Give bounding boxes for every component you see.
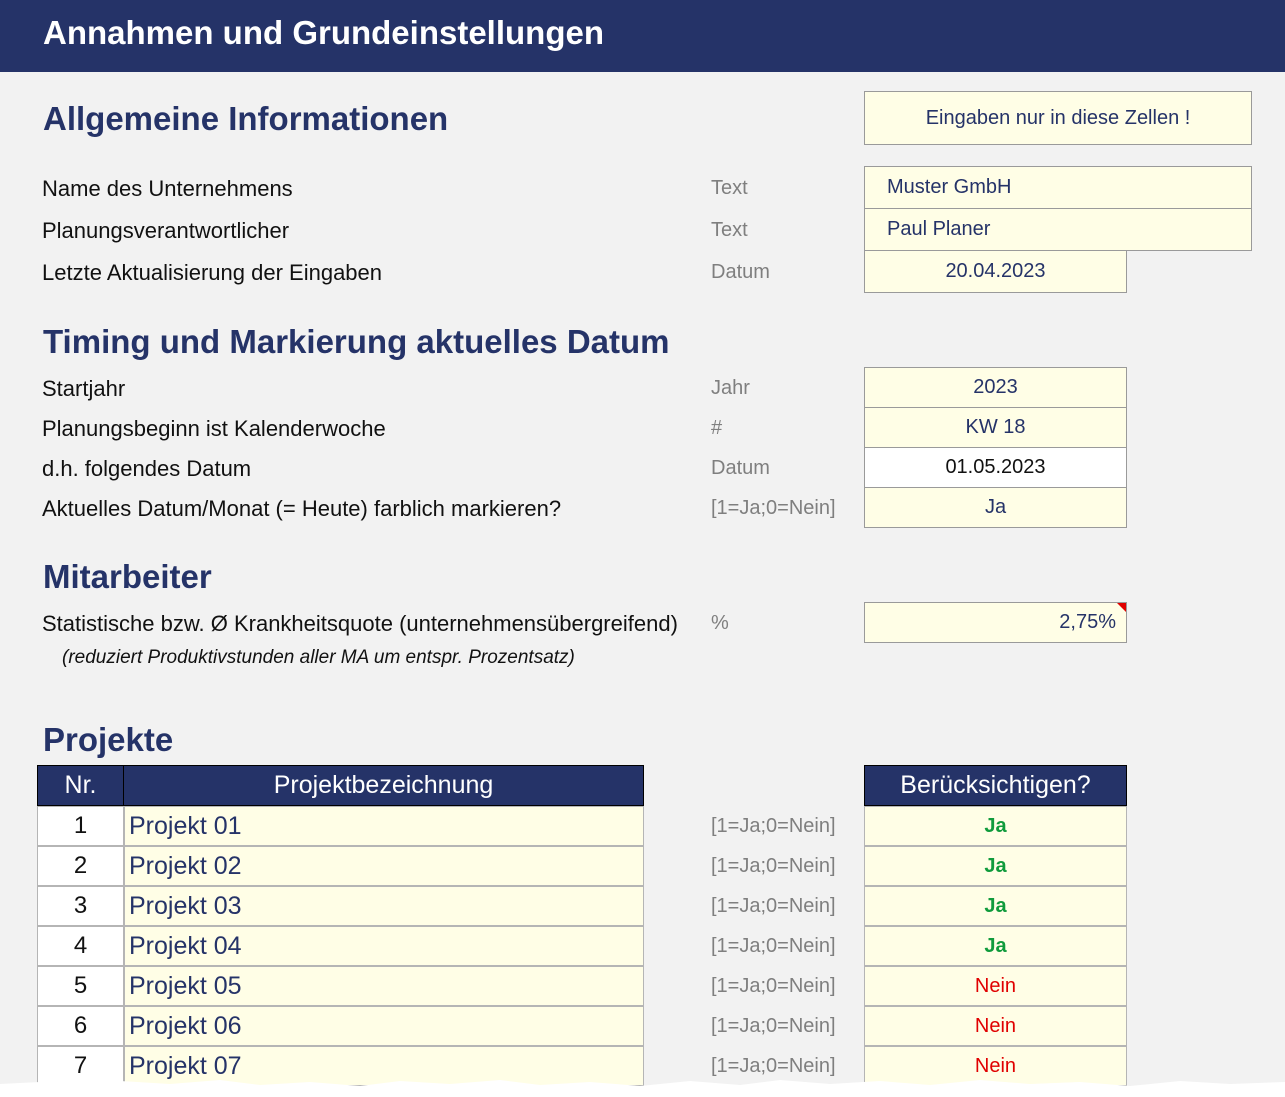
project-name-input[interactable]: Projekt 02 (124, 846, 644, 886)
comment-indicator-icon[interactable] (1117, 603, 1126, 612)
project-flag-unit: [1=Ja;0=Nein] (711, 895, 836, 917)
last-update-unit: Datum (711, 261, 770, 283)
start-date-value: 01.05.2023 (864, 447, 1127, 488)
section-heading-general: Allgemeine Informationen (43, 100, 449, 137)
last-update-input[interactable]: 20.04.2023 (864, 250, 1127, 293)
project-consider-input[interactable]: Ja (864, 886, 1127, 926)
start-date-unit: Datum (711, 457, 770, 479)
project-consider-input[interactable]: Ja (864, 846, 1127, 886)
column-header-nr: Nr. (37, 765, 124, 806)
last-update-label: Letzte Aktualisierung der Eingaben (42, 260, 383, 285)
section-heading-timing: Timing und Markierung aktuelles Datum (43, 323, 670, 360)
sick-rate-unit: % (711, 612, 729, 634)
sick-rate-value: 2,75% (1059, 611, 1116, 633)
highlight-today-unit: [1=Ja;0=Nein] (711, 497, 836, 519)
company-name-unit: Text (711, 177, 748, 199)
planner-label: Planungsverantwortlicher (42, 218, 290, 243)
section-heading-staff: Mitarbeiter (43, 558, 212, 595)
start-year-input[interactable]: 2023 (864, 367, 1127, 408)
project-nr-cell: 3 (37, 886, 124, 926)
project-consider-input[interactable]: Ja (864, 806, 1127, 846)
project-flag-unit: [1=Ja;0=Nein] (711, 975, 836, 997)
sick-rate-note: (reduziert Produktivstunden aller MA um … (62, 647, 575, 668)
project-flag-unit: [1=Ja;0=Nein] (711, 855, 836, 877)
project-flag-unit: [1=Ja;0=Nein] (711, 1015, 836, 1037)
project-consider-input[interactable]: Nein (864, 1006, 1127, 1046)
start-date-label: d.h. folgendes Datum (42, 456, 252, 481)
project-name-input[interactable]: Projekt 04 (124, 926, 644, 966)
project-nr-cell: 4 (37, 926, 124, 966)
torn-edge-decoration (0, 1080, 1285, 1097)
project-name-input[interactable]: Projekt 07 (124, 1046, 644, 1086)
project-consider-input[interactable]: Nein (864, 1046, 1127, 1086)
highlight-today-input[interactable]: Ja (864, 487, 1127, 528)
project-name-input[interactable]: Projekt 01 (124, 806, 644, 846)
highlight-today-label: Aktuelles Datum/Monat (= Heute) farblich… (42, 496, 562, 521)
project-name-input[interactable]: Projekt 06 (124, 1006, 644, 1046)
start-week-unit: # (711, 417, 723, 439)
input-hint-cell: Eingaben nur in diese Zellen ! (864, 91, 1252, 145)
title-banner: Annahmen und Grundeinstellungen (0, 0, 1285, 72)
start-week-input[interactable]: KW 18 (864, 407, 1127, 448)
start-year-label: Startjahr (42, 376, 126, 401)
column-header-project-name: Projektbezeichnung (123, 765, 644, 806)
start-year-unit: Jahr (711, 377, 750, 399)
project-consider-input[interactable]: Nein (864, 966, 1127, 1006)
project-nr-cell: 6 (37, 1006, 124, 1046)
project-name-input[interactable]: Projekt 05 (124, 966, 644, 1006)
planner-unit: Text (711, 219, 748, 241)
project-flag-unit: [1=Ja;0=Nein] (711, 815, 836, 837)
sick-rate-input[interactable]: 2,75% (864, 602, 1127, 643)
project-name-input[interactable]: Projekt 03 (124, 886, 644, 926)
project-flag-unit: [1=Ja;0=Nein] (711, 935, 836, 957)
column-header-consider: Berücksichtigen? (864, 765, 1127, 806)
planner-input[interactable]: Paul Planer (864, 208, 1252, 251)
project-nr-cell: 2 (37, 846, 124, 886)
company-name-label: Name des Unternehmens (42, 176, 293, 201)
project-nr-cell: 7 (37, 1046, 124, 1086)
project-flag-unit: [1=Ja;0=Nein] (711, 1055, 836, 1077)
company-name-input[interactable]: Muster GmbH (864, 166, 1252, 209)
project-nr-cell: 5 (37, 966, 124, 1006)
start-week-label: Planungsbeginn ist Kalenderwoche (42, 416, 386, 441)
sick-rate-label: Statistische bzw. Ø Krankheitsquote (unt… (42, 611, 678, 636)
section-heading-projects: Projekte (43, 721, 174, 758)
project-nr-cell: 1 (37, 806, 124, 846)
page-title: Annahmen und Grundeinstellungen (43, 14, 604, 51)
project-consider-input[interactable]: Ja (864, 926, 1127, 966)
